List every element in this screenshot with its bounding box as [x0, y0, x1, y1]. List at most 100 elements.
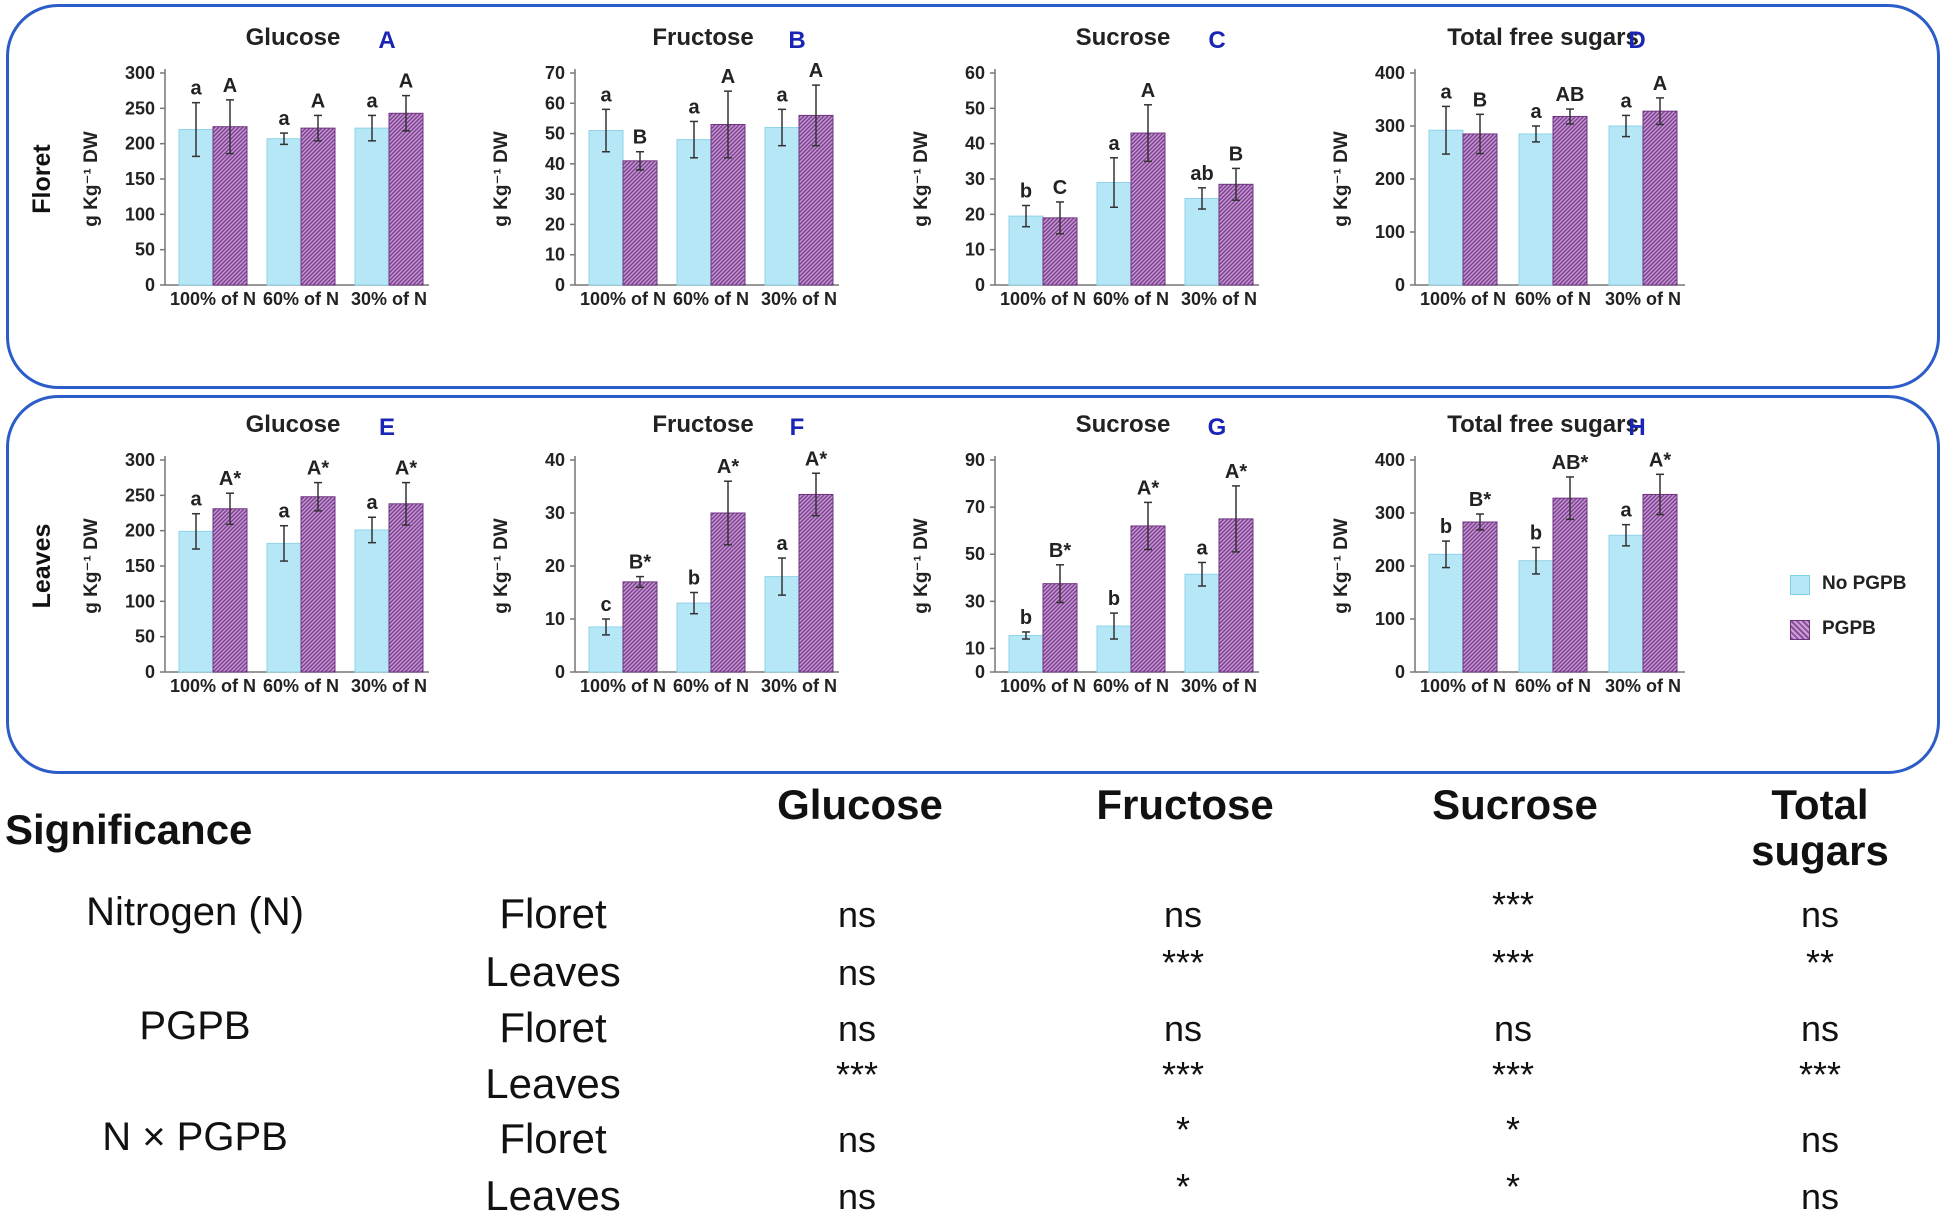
sig-row-0-tissue: Floret	[499, 890, 607, 937]
chart-F-xtick-label-2: 30% of N	[761, 676, 837, 696]
legend-swatch-pgpb	[1790, 620, 1810, 640]
chart-G-sig-letter-1-1: A*	[1137, 477, 1159, 499]
chart-E-bar-pgpb-2	[388, 503, 424, 673]
chart-H-bar-pgpb-2	[1642, 493, 1678, 673]
chart-E-bar-no-pgpb-1	[266, 542, 302, 673]
chart-G-sig-letter-0-2: a	[1196, 537, 1208, 559]
chart-H-panel-letter: H	[1628, 414, 1645, 441]
chart-D-panel-letter: D	[1628, 27, 1645, 54]
chart-H-xtick-label-1: 60% of N	[1515, 676, 1591, 696]
chart-C-ytick-label-1: 10	[965, 240, 985, 260]
sig-cell-0-0: ns	[837, 894, 877, 935]
chart-A-sig-letter-1-0: A	[223, 75, 237, 97]
sig-cell-1-3: **	[1805, 942, 1835, 983]
chart-C-ytick-label-4: 40	[965, 134, 985, 154]
chart-H-ytick-label-2: 200	[1375, 556, 1405, 576]
chart-G-title: Sucrose	[1076, 411, 1171, 438]
chart-H-sig-letter-1-1: AB*	[1552, 452, 1589, 474]
chart-H-sig-letter-1-0: B*	[1469, 489, 1491, 511]
chart-A-floret-glucose: Glucose A Floret g Kg⁻¹ DW 0 50 100 150 200 250 30…	[28, 24, 429, 309]
sig-cell-5-2: *	[1505, 1166, 1520, 1207]
chart-A-xtick-label-0: 100% of N	[170, 289, 256, 309]
chart-B-sig-letter-0-1: a	[688, 96, 700, 118]
chart-B-ytick-label-7: 70	[545, 63, 565, 83]
chart-C-ytick-label-6: 60	[965, 63, 985, 83]
chart-C-bar-no-pgpb-0	[1008, 215, 1044, 286]
chart-G-ytick-label-2: 30	[965, 591, 985, 611]
chart-C-sig-letter-0-1: a	[1108, 133, 1120, 155]
chart-E-bar-pgpb-1	[300, 496, 336, 673]
chart-G-sig-letter-0-0: b	[1020, 607, 1032, 629]
chart-B-ytick-label-0: 0	[555, 275, 565, 295]
sig-row-4-tissue: Floret	[499, 1115, 607, 1162]
chart-H-bar-pgpb-0	[1462, 521, 1498, 673]
chart-E-ytick-label-4: 200	[125, 521, 155, 541]
chart-D-sig-letter-1-2: A	[1653, 73, 1667, 95]
chart-B-ytick-label-5: 50	[545, 124, 565, 144]
sig-row-2-tissue: Floret	[499, 1004, 607, 1051]
chart-G-sig-letter-1-0: B*	[1049, 540, 1071, 562]
chart-B-sig-letter-1-2: A	[809, 60, 823, 82]
sig-cell-4-1: *	[1175, 1109, 1190, 1150]
chart-B-panel-letter: B	[788, 27, 805, 54]
chart-A-y-axis-label: g Kg⁻¹ DW	[81, 131, 102, 227]
chart-C-sig-letter-1-2: B	[1229, 143, 1243, 165]
chart-G-xtick-label-1: 60% of N	[1093, 676, 1169, 696]
chart-A-panel-letter: A	[378, 27, 395, 54]
chart-F-ytick-label-4: 40	[545, 450, 565, 470]
floret-panel-frame	[6, 4, 1940, 389]
chart-B-title: Fructose	[652, 24, 753, 51]
chart-H-ytick-label-3: 300	[1375, 503, 1405, 523]
chart-F-ytick-label-2: 20	[545, 556, 565, 576]
chart-A-ytick-label-1: 50	[135, 240, 155, 260]
chart-B-sig-letter-1-1: A	[721, 66, 735, 88]
chart-B-sig-letter-1-0: B	[633, 127, 647, 149]
sig-factor-pgpb: PGPB	[139, 1004, 251, 1048]
chart-E-y-axis-label: g Kg⁻¹ DW	[81, 518, 102, 614]
chart-C-y-axis-label: g Kg⁻¹ DW	[911, 131, 932, 227]
chart-F-sig-letter-1-0: B*	[629, 552, 651, 574]
chart-A-bar-no-pgpb-1	[266, 138, 302, 286]
chart-F-sig-letter-0-2: a	[776, 533, 788, 555]
chart-E-sig-letter-1-1: A*	[307, 458, 329, 480]
chart-H-y-axis-label: g Kg⁻¹ DW	[1331, 518, 1352, 614]
chart-H-sig-letter-0-1: b	[1530, 522, 1542, 544]
chart-B-bar-pgpb-0	[622, 160, 658, 286]
chart-D-sig-letter-1-0: B	[1473, 89, 1487, 111]
chart-A-bar-pgpb-2	[388, 112, 424, 286]
chart-F-sig-letter-1-2: A*	[805, 448, 827, 470]
chart-E-bar-no-pgpb-2	[354, 529, 390, 673]
chart-D-xtick-label-0: 100% of N	[1420, 289, 1506, 309]
chart-A-title: Glucose	[246, 24, 341, 51]
chart-E-leaves-glucose: Glucose E Leaves g Kg⁻¹ DW 0 50 100 150 200 250 30…	[28, 411, 429, 696]
sig-cell-0-3: ns	[1800, 894, 1840, 935]
chart-A-bar-pgpb-1	[300, 127, 336, 286]
chart-G-bar-no-pgpb-0	[1008, 634, 1044, 673]
chart-E-sig-letter-0-0: a	[190, 489, 202, 511]
chart-F-xtick-label-0: 100% of N	[580, 676, 666, 696]
chart-B-sig-letter-0-2: a	[776, 84, 788, 106]
chart-C-sig-letter-0-0: b	[1020, 181, 1032, 203]
chart-E-ytick-label-5: 250	[125, 485, 155, 505]
chart-A-ytick-label-4: 200	[125, 134, 155, 154]
chart-E-ytick-label-2: 100	[125, 591, 155, 611]
chart-A-ytick-label-3: 150	[125, 169, 155, 189]
chart-C-panel-letter: C	[1208, 27, 1225, 54]
chart-E-panel-letter: E	[379, 414, 395, 441]
chart-D-bar-pgpb-2	[1642, 110, 1678, 286]
chart-A-row-label: Floret	[28, 144, 56, 214]
chart-A-ytick-label-0: 0	[145, 275, 155, 295]
chart-H-sig-letter-0-2: a	[1620, 500, 1632, 522]
chart-G-panel-letter: G	[1208, 414, 1227, 441]
sig-row-1-tissue: Leaves	[485, 948, 621, 995]
legend-swatch-no-pgpb	[1790, 575, 1810, 595]
chart-C-sig-letter-1-1: A	[1141, 80, 1155, 102]
sig-header-glucose: Glucose	[777, 781, 943, 828]
chart-B-ytick-label-3: 30	[545, 184, 565, 204]
chart-B-y-axis-label: g Kg⁻¹ DW	[491, 131, 512, 227]
sig-cell-1-2: ***	[1491, 942, 1535, 983]
chart-G-ytick-label-5: 90	[965, 450, 985, 470]
chart-H-sig-letter-0-0: b	[1440, 516, 1452, 538]
